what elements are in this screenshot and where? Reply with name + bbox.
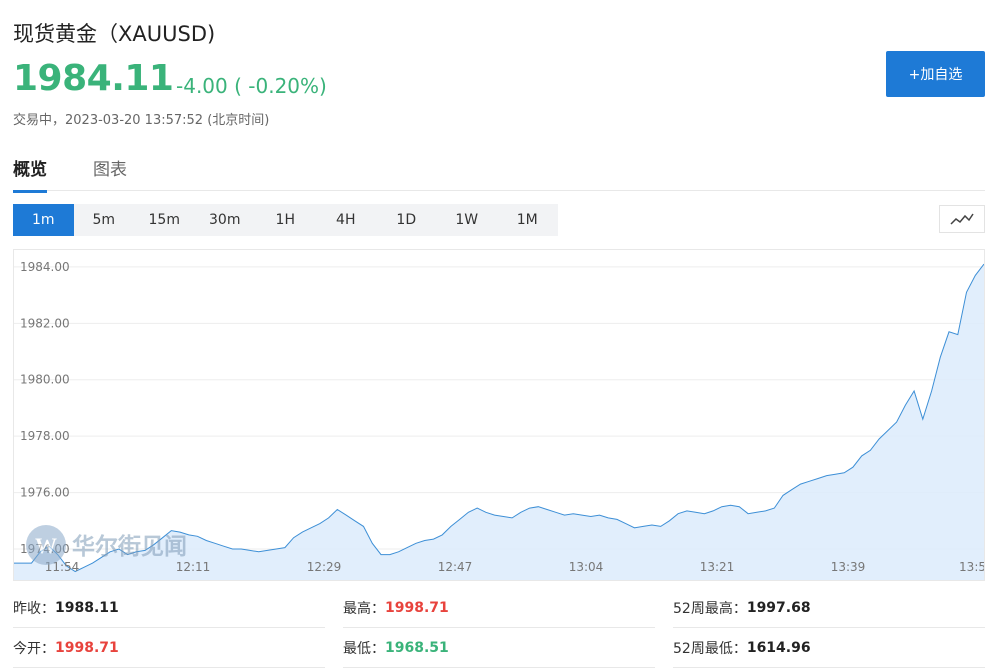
- period-1w[interactable]: 1W: [455, 212, 479, 228]
- stat-label: 今开：: [13, 640, 55, 657]
- stat-52w-high: 52周最高： 1997.68: [673, 588, 985, 628]
- current-price: 1984.11: [13, 58, 174, 99]
- x-tick-label: 13:21: [700, 560, 735, 574]
- stat-value: 1998.71: [55, 639, 119, 656]
- stat-value: 1998.71: [385, 599, 449, 616]
- stat-label: 52周最高：: [673, 600, 747, 617]
- line-chart-icon: [950, 213, 974, 225]
- y-tick-label: 1978.00: [20, 429, 70, 443]
- y-tick-label: 1980.00: [20, 373, 70, 387]
- x-tick-label: 12:47: [438, 560, 473, 574]
- page-title: 现货黄金（XAUUSD): [13, 22, 216, 46]
- period-4h[interactable]: 4H: [336, 212, 356, 228]
- stat-label: 最高：: [343, 600, 385, 617]
- price-chart[interactable]: 1984.001982.001980.001978.001976.001974.…: [13, 249, 985, 581]
- chart-canvas: 1984.001982.001980.001978.001976.001974.…: [14, 260, 984, 580]
- stat-label: 最低：: [343, 640, 385, 657]
- stat-prev-close: 昨收： 1988.11: [13, 588, 325, 628]
- x-tick-label: 12:11: [176, 560, 211, 574]
- x-tick-label: 13:5: [959, 560, 984, 574]
- y-tick-label: 1976.00: [20, 486, 70, 500]
- stat-value: 1614.96: [746, 639, 811, 656]
- x-tick-label: 13:04: [569, 560, 604, 574]
- price-area: [14, 264, 984, 580]
- y-tick-label: 1984.00: [20, 260, 70, 274]
- tab-chart[interactable]: 图表: [93, 160, 127, 180]
- trading-status: 交易中，2023-03-20 13:57:52 (北京时间): [13, 113, 270, 128]
- x-tick-label: 13:39: [831, 560, 866, 574]
- stat-value: 1968.51: [385, 639, 449, 656]
- watermark: W 华尔街见闻: [26, 525, 187, 565]
- price-line: [14, 263, 984, 573]
- stat-value: 1988.11: [55, 599, 119, 616]
- stat-high: 最高： 1998.71: [343, 588, 655, 628]
- stat-52w-low: 52周最低： 1614.96: [673, 628, 985, 668]
- period-30m[interactable]: 30m: [209, 212, 241, 228]
- add-to-watchlist-button[interactable]: +加自选: [886, 51, 985, 97]
- stat-label: 52周最低：: [673, 640, 747, 657]
- period-1mo[interactable]: 1M: [516, 212, 538, 228]
- period-15m[interactable]: 15m: [148, 212, 180, 228]
- chart-type-button[interactable]: [939, 205, 985, 233]
- stat-value: 1997.68: [746, 599, 811, 616]
- x-tick-label: 12:29: [307, 560, 342, 574]
- y-tick-label: 1982.00: [20, 316, 70, 330]
- period-selector: 1m 5m 15m 30m 1H 4H 1D 1W 1M: [13, 204, 558, 236]
- period-1d[interactable]: 1D: [396, 212, 417, 228]
- watermark-text: 华尔街见闻: [72, 533, 187, 560]
- period-1m[interactable]: 1m: [13, 204, 74, 236]
- tab-overview[interactable]: 概览: [13, 155, 47, 193]
- period-1h[interactable]: 1H: [275, 212, 295, 228]
- watermark-logo-icon: W: [35, 533, 57, 558]
- stat-open: 今开： 1998.71: [13, 628, 325, 668]
- price-change: -4.00 ( -0.20%): [176, 74, 327, 98]
- tab-bar: 概览 图表: [13, 155, 985, 193]
- stat-low: 最低： 1968.51: [343, 628, 655, 668]
- stat-label: 昨收：: [13, 600, 55, 617]
- period-5m[interactable]: 5m: [92, 212, 116, 228]
